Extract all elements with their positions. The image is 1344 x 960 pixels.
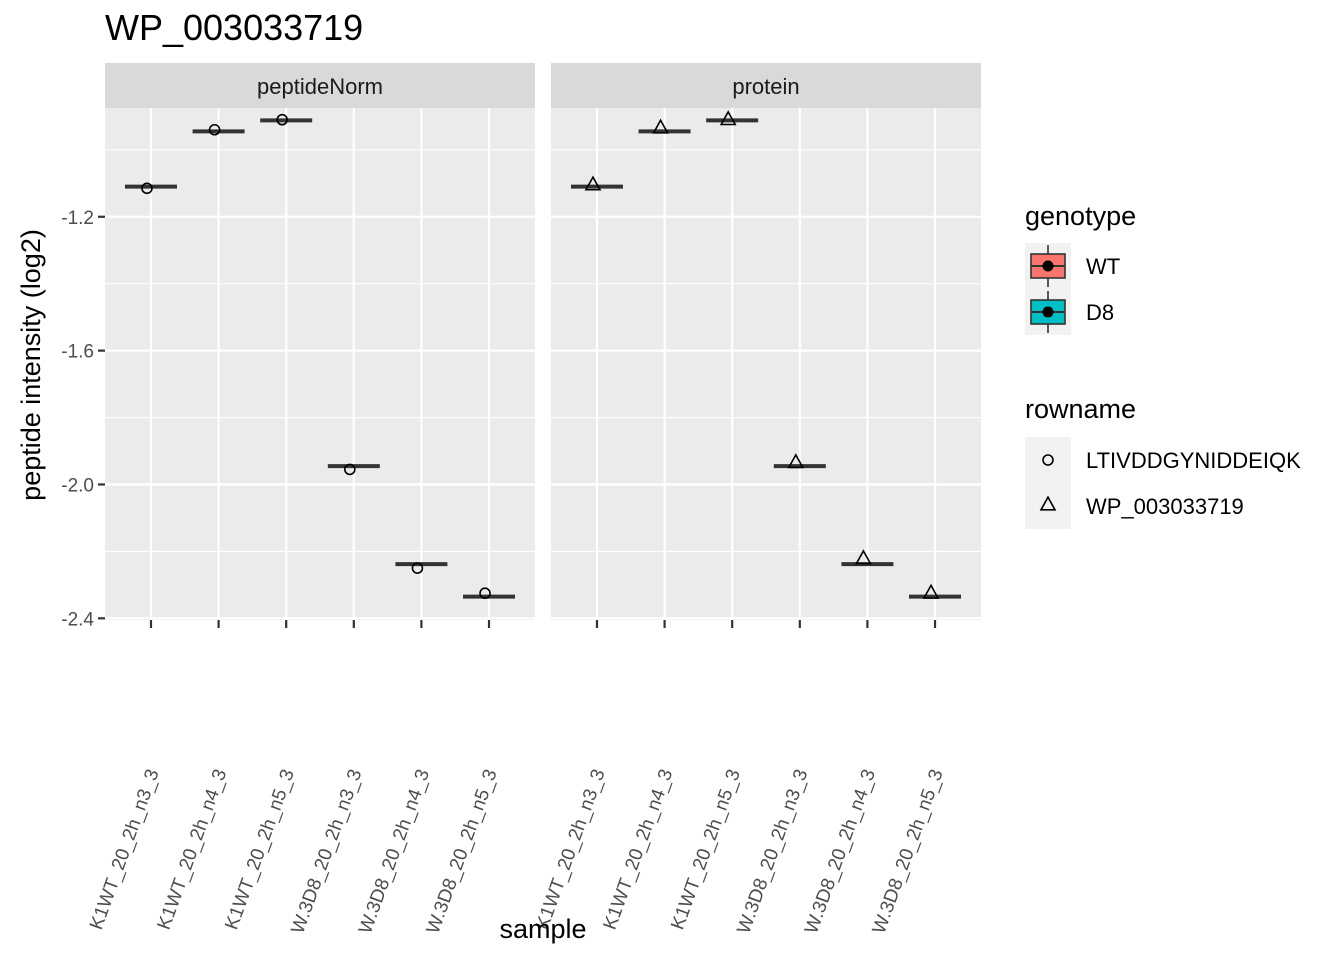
x-tick-label: K1WT_20_2h_n5_3 [221, 767, 299, 933]
data-point-triangle [652, 118, 669, 134]
x-tick-label: K1WT_20_2h_n5_3 [667, 767, 745, 933]
chart-title: WP_003033719 [105, 7, 363, 48]
legend: genotype WT D8 rowname LTIVDDGYNIDDEIQK WP_00… [1025, 201, 1301, 529]
panel-background [105, 108, 535, 620]
data-point-circle [411, 562, 424, 574]
y-tick-label: -2.0 [61, 475, 94, 496]
x-tick-label: W.3D8_20_2h_n4_3 [355, 767, 434, 937]
data-point-circle [344, 463, 356, 476]
x-tick-label: W.3D8_20_2h_n3_3 [734, 767, 813, 937]
legend-key-background [1025, 437, 1071, 483]
data-point-circle [208, 123, 221, 136]
x-tick-label: W.3D8_20_2h_n4_3 [801, 767, 880, 937]
panels: peptideNormK1WT_20_2h_n3_3K1WT_20_2h_n4_… [61, 63, 981, 937]
y-tick-label: -1.2 [61, 208, 94, 229]
y-axis-title: peptide intensity (log2) [16, 229, 46, 501]
legend-label-rowname: LTIVDDGYNIDDEIQK [1086, 448, 1301, 473]
facet-panel-protein: protein K1WT_20_2h_n3_3K1WT_20_2h_n4_3K1W… [532, 63, 981, 937]
y-tick-label: -2.4 [61, 609, 94, 630]
legend-point [1042, 306, 1054, 318]
facet-strip [551, 63, 981, 108]
legend-label-rowname: WP_003033719 [1086, 494, 1244, 519]
data-point-circle [479, 587, 491, 600]
legend-key-background [1025, 483, 1071, 529]
data-point-triangle [584, 175, 602, 191]
legend-label-genotype: WT [1086, 254, 1120, 279]
data-point-triangle [787, 453, 805, 469]
x-tick-label: K1WT_20_2h_n3_3 [86, 767, 164, 933]
data-point-circle [141, 182, 153, 195]
panel-background [551, 108, 981, 620]
data-point-triangle [922, 583, 940, 599]
legend-title-rowname: rowname [1025, 394, 1136, 424]
x-axis-title: sample [499, 914, 586, 944]
facet-panel-peptideNorm: peptideNorm K1WT_20_2h_n3_3K1WT_20_2h_n4_… [86, 63, 535, 937]
legend-key-genotype [1025, 243, 1071, 289]
x-tick-label: W.3D8_20_2h_n5_3 [423, 767, 502, 937]
y-tick-label: -1.6 [61, 342, 94, 363]
facet-strip-label: protein [732, 74, 799, 99]
data-point-triangle [719, 110, 737, 126]
legend-key-genotype [1025, 289, 1071, 335]
facet-strip [105, 63, 535, 108]
legend-circle-icon [1042, 454, 1054, 466]
legend-point [1042, 260, 1054, 272]
legend-triangle-icon [1039, 495, 1057, 511]
x-tick-label: K1WT_20_2h_n4_3 [154, 767, 232, 933]
facet-strip-label: peptideNorm [257, 74, 383, 99]
x-tick-label: K1WT_20_2h_n3_3 [532, 767, 610, 933]
x-tick-label: W.3D8_20_2h_n3_3 [288, 767, 367, 937]
legend-title-genotype: genotype [1025, 201, 1136, 231]
data-point-triangle [855, 549, 872, 565]
x-tick-label: W.3D8_20_2h_n5_3 [869, 767, 948, 937]
x-tick-label: K1WT_20_2h_n4_3 [600, 767, 678, 933]
data-point-circle [276, 113, 288, 126]
legend-label-genotype: D8 [1086, 300, 1114, 325]
